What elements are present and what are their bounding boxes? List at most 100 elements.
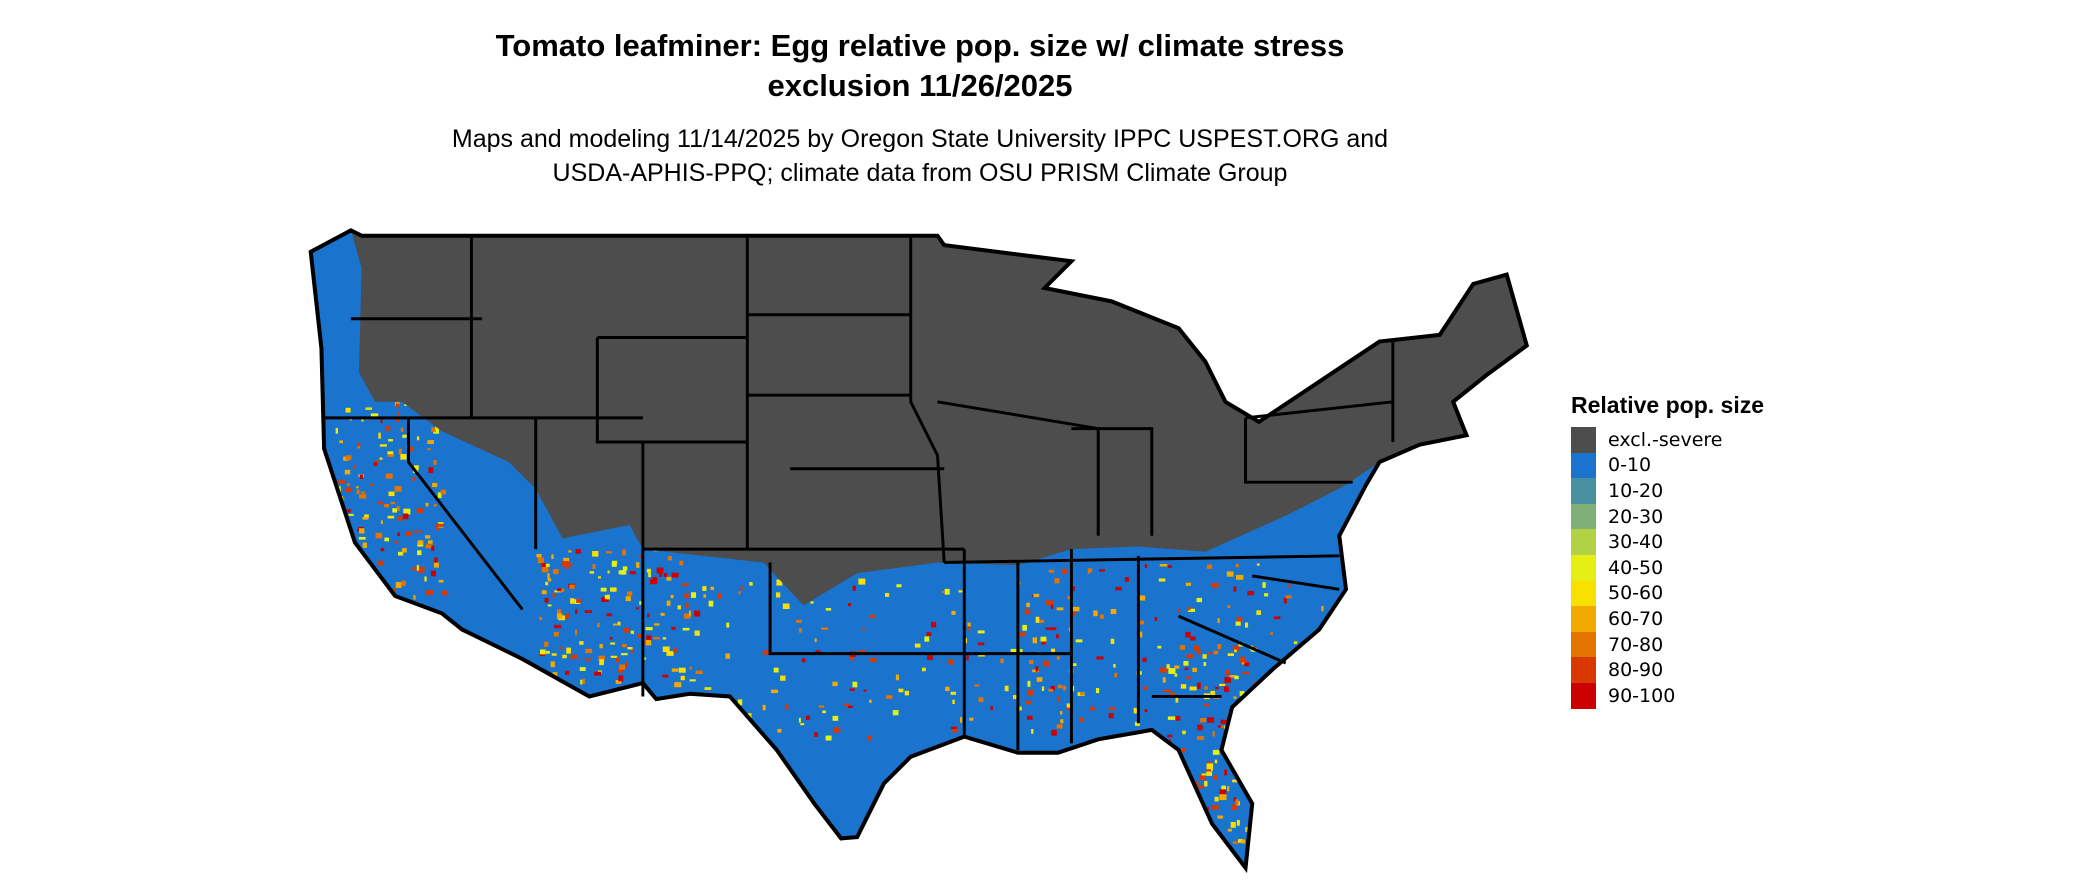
hotspot-cell [401,548,407,553]
hotspot-cell [1027,680,1031,687]
hotspot-cell [1096,656,1104,660]
hotspot-cell [348,513,354,516]
hotspot-cell [433,503,437,507]
hotspot-cell [1215,686,1219,690]
hotspot-cell [682,627,690,631]
hotspot-cell [1045,600,1053,606]
hotspot-cell [394,486,402,492]
hotspot-cell [541,590,547,595]
hotspot-cell [362,542,367,548]
hotspot-cell [798,717,801,723]
hotspot-cell [678,667,686,673]
hotspot-cell [554,590,562,593]
hotspot-cell [547,573,550,580]
legend-item: 20-30 [1571,503,1764,530]
hotspot-cell [1235,741,1243,747]
hotspot-cell [1238,839,1242,843]
hotspot-cell [1193,645,1200,652]
hotspot-cell [950,691,956,695]
hotspot-cell [1256,840,1264,844]
hotspot-cell [1181,748,1186,753]
hotspot-cell [648,572,651,578]
hotspot-cell [1232,841,1240,844]
hotspot-cell [1254,715,1258,719]
hotspot-cell [1185,805,1191,811]
hotspot-cell [392,508,397,513]
hotspot-cell [395,403,400,408]
hotspot-cell [438,579,444,583]
hotspot-cell [662,674,669,678]
hotspot-cell [639,601,644,605]
hotspot-cell [412,566,417,571]
hotspot-cell [1227,828,1232,832]
hotspot-cell [1214,759,1218,764]
hotspot-cell [425,544,433,549]
hotspot-cell [1233,696,1237,699]
hotspot-cell [1170,692,1176,696]
hotspot-cell [1206,771,1213,776]
hotspot-cell [867,735,872,741]
hotspot-cell [352,465,356,469]
hotspot-cell [1175,697,1179,703]
hotspot-cell [1262,582,1266,588]
hotspot-cell [1051,604,1054,609]
hotspot-cell [570,598,575,604]
hotspot-cell [951,610,956,615]
hotspot-cell [849,655,854,661]
hotspot-cell [646,568,651,573]
hotspot-cell [671,668,679,672]
hotspot-cell [582,678,586,684]
hotspot-cell [413,465,419,470]
hotspot-cell [437,523,445,527]
hotspot-cell [1278,718,1281,721]
hotspot-cell [1048,688,1054,692]
legend-item: 70-80 [1571,631,1764,658]
hotspot-cell [1187,784,1193,788]
hotspot-cell [609,637,613,640]
hotspot-cell [1186,816,1190,822]
hotspot-cell [1239,691,1245,697]
hotspot-cell [375,532,383,539]
hotspot-cell [610,587,617,592]
hotspot-cell [1089,707,1096,711]
hotspot-cell [347,482,350,487]
hotspot-cell [1028,660,1034,665]
hotspot-cell [1080,692,1084,696]
map-title-line-1: Tomato leafminer: Egg relative pop. size… [495,28,1345,63]
hotspot-cell [717,593,722,599]
hotspot-cell [1060,719,1064,724]
hotspot-cell [565,613,570,619]
hotspot-cell [1176,783,1184,787]
hotspot-cell [1054,578,1060,584]
hotspot-cell [407,446,413,452]
hotspot-cell [1231,804,1237,811]
hotspot-cell [1162,677,1166,683]
hotspot-cell [636,607,639,610]
hotspot-cell [1250,787,1253,791]
hotspot-cell [1230,821,1236,828]
hotspot-cell [810,601,814,604]
hotspot-cell [960,717,963,723]
hotspot-cell [1239,656,1246,663]
hotspot-cell [666,576,672,581]
hotspot-cell [852,681,858,688]
hotspot-cell [662,646,670,652]
hotspot-cell [560,588,565,592]
hotspot-cell [885,695,893,699]
hotspot-cell [684,593,690,599]
national-border [308,228,1530,874]
hotspot-cell [656,567,664,574]
hotspot-cell [1108,707,1116,711]
hotspot-cell [1240,723,1248,727]
map-title-line-2: exclusion 11/26/2025 [767,68,1073,103]
hotspot-cell [607,570,610,574]
hotspot-cell [952,727,959,733]
hotspot-cell [814,638,817,643]
hotspot-cell [373,462,378,466]
hotspot-cell [440,489,446,495]
hotspot-cell [776,579,783,586]
hotspot-cell [540,682,546,686]
hotspot-cell [1309,656,1313,662]
hotspot-cell [1049,627,1057,631]
hotspot-cell [1176,842,1181,847]
